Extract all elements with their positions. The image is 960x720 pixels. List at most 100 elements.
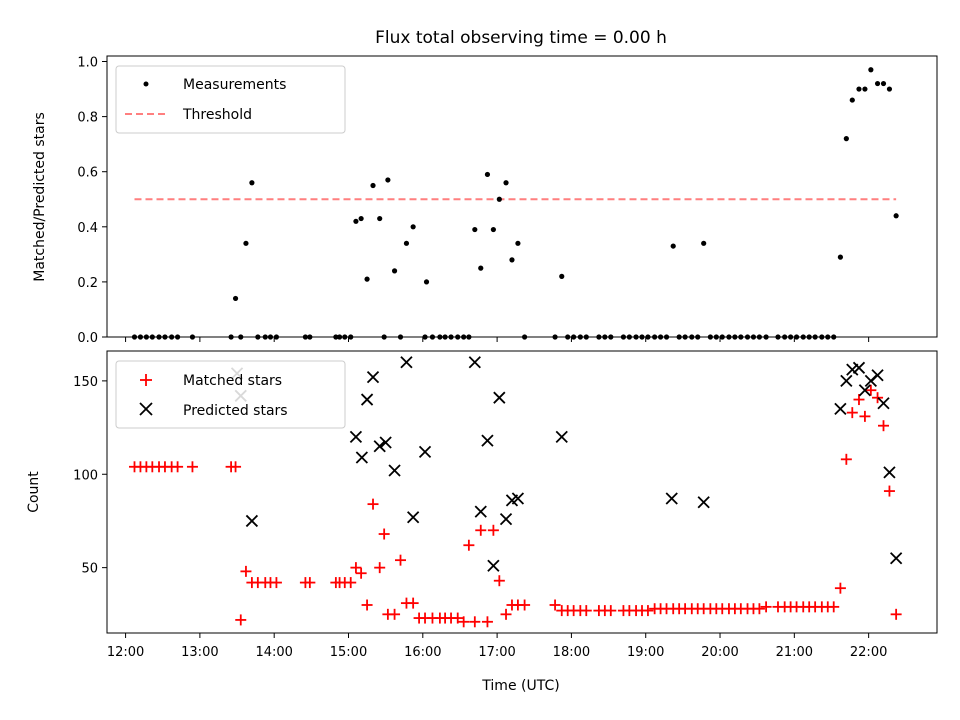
predicted-star-point bbox=[481, 434, 494, 447]
predicted-star-point bbox=[349, 430, 363, 444]
measurement-point bbox=[377, 215, 383, 222]
measurement-point bbox=[364, 276, 370, 282]
measurement-point bbox=[228, 334, 234, 340]
x-tick-label: 18:00 bbox=[553, 645, 590, 660]
measurement-point bbox=[162, 334, 168, 340]
measurement-point bbox=[238, 334, 244, 340]
matched-star-point bbox=[186, 461, 198, 473]
measurement-point bbox=[391, 268, 398, 274]
measurement-point bbox=[763, 334, 769, 340]
bottom-plot-frame bbox=[106, 350, 938, 634]
measurement-point bbox=[143, 334, 149, 340]
matched-star-point bbox=[235, 614, 247, 626]
measurement-point bbox=[353, 218, 359, 224]
measurement-point bbox=[571, 334, 577, 340]
top-y-tick-label: 0.8 bbox=[77, 111, 98, 126]
predicted-star-point bbox=[360, 393, 374, 406]
measurement-point bbox=[620, 334, 627, 340]
predicted-star-point bbox=[388, 464, 401, 477]
measurement-point bbox=[472, 226, 478, 233]
predicted-star-point bbox=[852, 361, 866, 374]
bottom-legend: Matched stars Predicted stars bbox=[115, 360, 346, 429]
measurement-point bbox=[496, 196, 502, 202]
predicted-star-point bbox=[834, 402, 847, 416]
top-y-axis-label: Matched/Predicted stars bbox=[32, 112, 48, 282]
measurement-point bbox=[719, 334, 725, 340]
predicted-star-point bbox=[245, 514, 259, 528]
predicted-star-point bbox=[366, 371, 380, 384]
predicted-star-point bbox=[468, 356, 481, 369]
measurement-point bbox=[174, 334, 181, 340]
matched-star-point bbox=[642, 605, 654, 617]
measurement-point bbox=[596, 334, 602, 340]
top-plot-panel: 0.0 0.2 0.4 0.6 0.8 1.0 Matched/Predicted sta… bbox=[32, 55, 938, 346]
measurement-point bbox=[726, 334, 732, 340]
legend-predicted-marker bbox=[139, 402, 153, 416]
predicted-star-point bbox=[379, 436, 392, 449]
measurement-point bbox=[490, 226, 496, 233]
x-axis-label: Time (UTC) bbox=[481, 678, 559, 694]
measurement-point bbox=[843, 136, 849, 142]
predicted-star-point bbox=[555, 430, 568, 444]
x-tick-label: 22:00 bbox=[850, 645, 887, 660]
x-tick-label: 12:00 bbox=[107, 645, 144, 660]
measurement-point bbox=[868, 67, 874, 73]
matched-star-point bbox=[355, 567, 367, 579]
measurement-point bbox=[461, 334, 467, 340]
measurement-point bbox=[583, 334, 589, 340]
top-plot-area bbox=[131, 67, 899, 340]
predicted-star-point bbox=[418, 445, 432, 458]
measurement-point bbox=[862, 86, 868, 92]
matched-star-point bbox=[846, 407, 858, 419]
bottom-y-tick-label: 100 bbox=[73, 468, 98, 483]
predicted-star-point bbox=[407, 511, 420, 524]
measurement-point bbox=[782, 334, 788, 340]
measurement-point bbox=[856, 86, 862, 92]
bottom-y-tick-label: 50 bbox=[81, 562, 98, 577]
matched-star-point bbox=[859, 410, 871, 422]
matched-star-point bbox=[469, 616, 481, 628]
x-tick-label: 20:00 bbox=[701, 645, 738, 660]
matched-star-point bbox=[367, 498, 379, 510]
predicted-star-point bbox=[499, 512, 513, 526]
measurement-point bbox=[682, 334, 688, 340]
bottom-x-axis: 12:00 13:00 14:00 15:00 16:00 17:00 18:00 19:00… bbox=[107, 633, 887, 660]
measurement-point bbox=[732, 334, 738, 340]
measurement-point bbox=[302, 334, 308, 340]
measurement-point bbox=[423, 279, 430, 285]
predicted-star-point bbox=[697, 496, 710, 509]
predicted-star-point bbox=[511, 492, 525, 505]
x-tick-label: 19:00 bbox=[627, 645, 664, 660]
measurement-point bbox=[886, 86, 893, 92]
measurement-point bbox=[381, 334, 387, 340]
matched-star-point bbox=[834, 582, 846, 594]
measurement-point bbox=[713, 334, 719, 340]
measurement-point bbox=[422, 334, 428, 340]
bottom-legend-box bbox=[115, 360, 346, 429]
measurement-point bbox=[552, 334, 558, 340]
predicted-star-point bbox=[373, 440, 386, 453]
matched-star-point bbox=[500, 608, 512, 620]
measurement-point bbox=[410, 224, 416, 230]
x-tick-label: 15:00 bbox=[330, 645, 367, 660]
measurement-point bbox=[466, 334, 472, 340]
measurement-point bbox=[243, 240, 249, 246]
measurement-point bbox=[169, 334, 175, 340]
measurement-point bbox=[267, 334, 274, 340]
matched-star-point bbox=[378, 528, 390, 540]
matched-star-point bbox=[840, 453, 852, 465]
predicted-star-point bbox=[871, 369, 884, 382]
measurement-point bbox=[793, 334, 800, 340]
matched-star-point bbox=[230, 461, 242, 473]
predicted-star-point bbox=[400, 356, 413, 369]
top-legend: Measurements Threshold bbox=[115, 65, 346, 134]
measurement-point bbox=[403, 240, 410, 246]
matched-star-point bbox=[475, 524, 487, 536]
measurement-point bbox=[744, 334, 751, 340]
matched-star-point bbox=[519, 599, 531, 611]
predicted-star-point bbox=[877, 397, 890, 410]
measurement-point bbox=[689, 334, 695, 340]
measurement-point bbox=[429, 334, 436, 340]
